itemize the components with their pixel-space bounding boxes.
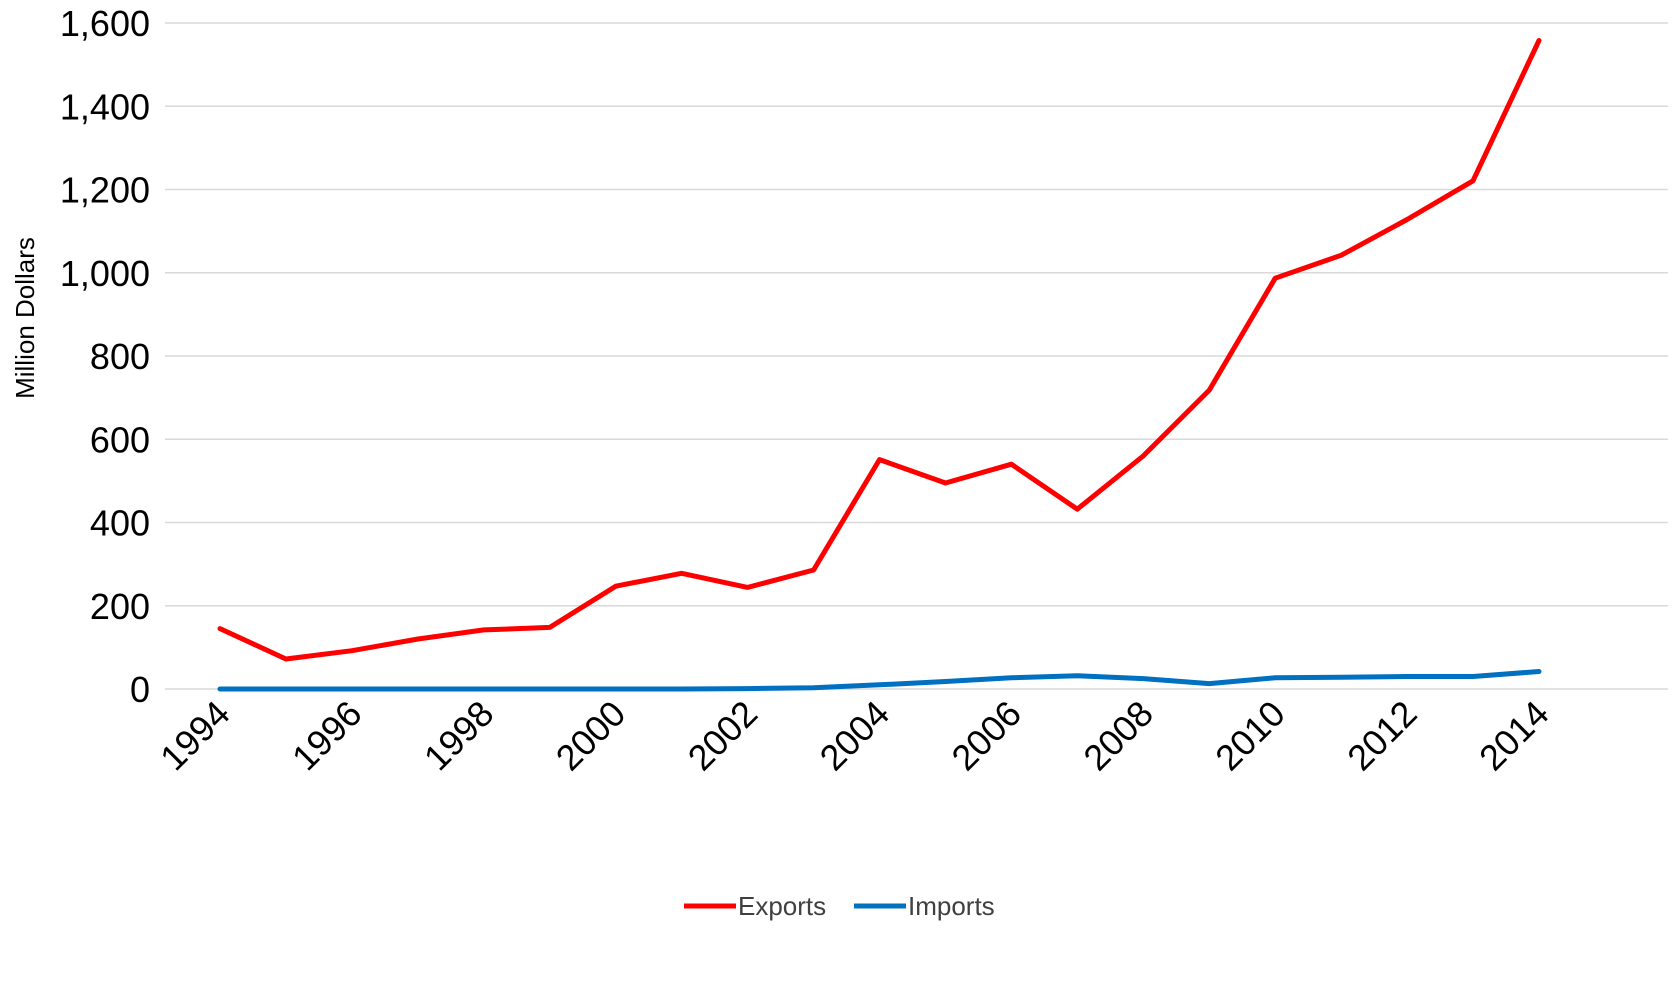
- x-tick-label: 2010: [1207, 693, 1293, 779]
- y-tick-label: 400: [90, 503, 150, 544]
- y-tick-label: 1,400: [60, 86, 150, 127]
- y-axis-title: Million Dollars: [10, 237, 40, 399]
- y-tick-label: 1,200: [60, 170, 150, 211]
- x-tick-label: 2012: [1339, 693, 1425, 779]
- x-tick-label: 2006: [943, 693, 1029, 779]
- y-tick-label: 800: [90, 336, 150, 377]
- y-tick-label: 600: [90, 419, 150, 460]
- series-line-imports: [217, 669, 1542, 692]
- y-tick-label: 1,600: [60, 3, 150, 44]
- x-axis-tick-labels: 1994 1996 1998 2000 2002 2004 2006 2008 2010 2012…: [152, 693, 1557, 779]
- x-tick-label: 1998: [416, 693, 502, 779]
- y-tick-label: 0: [130, 669, 150, 710]
- x-tick-label: 1996: [284, 693, 370, 779]
- y-axis-tick-labels: 0 200 400 600 800 1,000 1,200 1,400 1,600: [60, 3, 150, 710]
- gridlines: [165, 22, 1668, 690]
- legend-label-exports: Exports: [738, 891, 826, 921]
- legend-label-imports: Imports: [908, 891, 995, 921]
- series-line-exports: [217, 38, 1542, 662]
- x-tick-label: 2014: [1471, 693, 1557, 779]
- x-tick-label: 2000: [548, 693, 634, 779]
- x-tick-label: 2004: [812, 693, 898, 779]
- x-tick-label: 1994: [152, 693, 238, 779]
- legend: Exports Imports: [684, 891, 995, 921]
- y-tick-label: 200: [90, 586, 150, 627]
- x-tick-label: 2008: [1075, 693, 1161, 779]
- y-tick-label: 1,000: [60, 253, 150, 294]
- series-lines: [217, 38, 1542, 692]
- x-tick-label: 2002: [680, 693, 766, 779]
